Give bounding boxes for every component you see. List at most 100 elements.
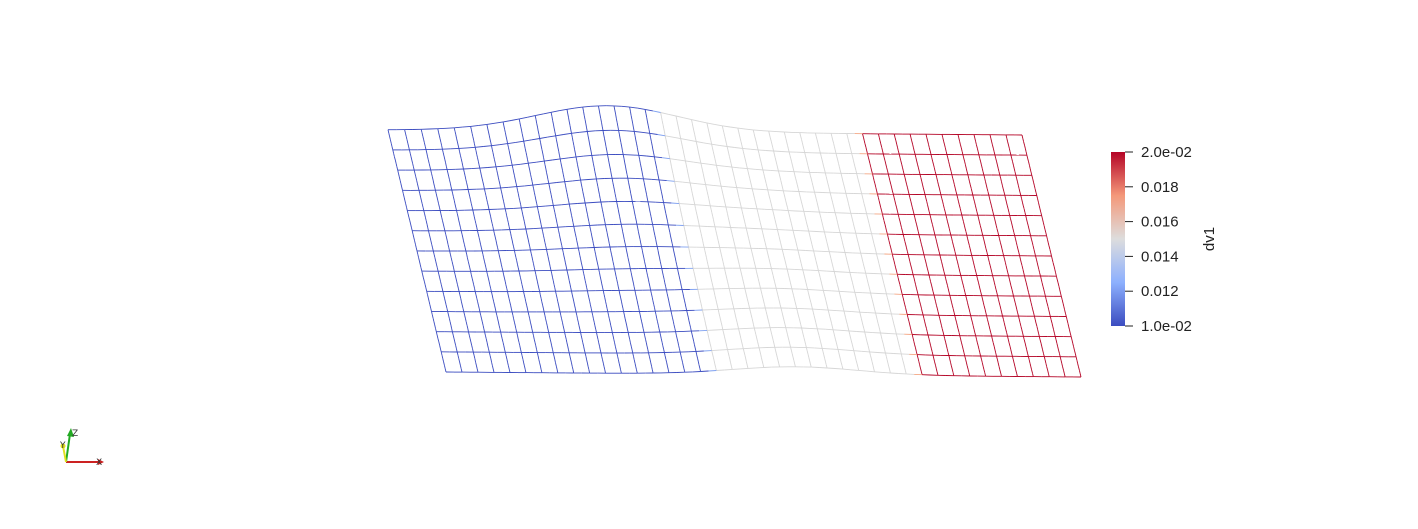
mesh-edge bbox=[543, 238, 546, 243]
mesh-edge bbox=[402, 193, 405, 198]
mesh-edge bbox=[992, 342, 995, 347]
mesh-edge bbox=[834, 149, 837, 154]
mesh-edge bbox=[1065, 316, 1068, 321]
mesh-edge bbox=[664, 209, 667, 214]
mesh-edge bbox=[1033, 249, 1036, 253]
mesh-edge bbox=[772, 209, 774, 214]
mesh-edge bbox=[971, 191, 974, 196]
mesh-edge bbox=[901, 294, 904, 298]
mesh-edge bbox=[555, 362, 557, 367]
mesh-edge bbox=[670, 239, 673, 244]
mesh-edge bbox=[958, 137, 961, 142]
mesh-edge bbox=[887, 173, 890, 178]
mesh-edge bbox=[749, 178, 752, 183]
mesh-edge bbox=[1017, 248, 1020, 253]
mesh-edge bbox=[836, 284, 839, 289]
mesh-edge bbox=[960, 211, 963, 216]
mesh-edge bbox=[975, 335, 977, 340]
mesh-edge bbox=[972, 261, 975, 266]
mesh-edge bbox=[744, 355, 747, 359]
mesh-edge bbox=[829, 254, 832, 259]
mesh-edge bbox=[574, 106, 583, 109]
mesh-edge bbox=[799, 194, 801, 199]
mesh-edge bbox=[539, 217, 541, 222]
mesh-edge bbox=[973, 134, 976, 139]
mesh-edge bbox=[558, 234, 561, 239]
mesh-edge bbox=[1070, 336, 1073, 341]
mesh-edge bbox=[1063, 373, 1066, 378]
mesh-edge bbox=[961, 278, 963, 283]
mesh-edge bbox=[886, 233, 889, 238]
mesh-edge bbox=[563, 177, 566, 182]
mesh-edge bbox=[660, 335, 662, 339]
mesh-edge bbox=[884, 160, 887, 165]
mesh-edge bbox=[1011, 289, 1014, 293]
mesh-edge bbox=[983, 241, 986, 246]
mesh-edge bbox=[843, 310, 846, 315]
mesh-edge bbox=[459, 151, 461, 156]
mesh-edge bbox=[888, 177, 891, 181]
mesh-edge bbox=[630, 345, 633, 350]
mesh-edge bbox=[853, 226, 856, 231]
mesh-edge bbox=[787, 148, 790, 153]
mesh-edge bbox=[558, 304, 560, 309]
mesh-edge bbox=[832, 329, 835, 334]
mesh-edge bbox=[640, 167, 643, 172]
mesh-edge bbox=[840, 329, 849, 332]
mesh-edge bbox=[1035, 259, 1038, 263]
mesh-edge bbox=[612, 182, 615, 187]
mesh-edge bbox=[912, 337, 915, 342]
mesh-edge bbox=[524, 225, 527, 230]
mesh-edge bbox=[1033, 312, 1035, 317]
mesh-edge bbox=[824, 358, 826, 362]
mesh-edge bbox=[756, 208, 765, 210]
mesh-edge bbox=[621, 228, 624, 232]
mesh-edge bbox=[790, 220, 792, 224]
mesh-edge bbox=[468, 335, 471, 339]
mesh-edge bbox=[793, 171, 796, 176]
mesh-edge bbox=[610, 170, 612, 175]
mesh-edge bbox=[646, 194, 648, 199]
mesh-edge bbox=[756, 146, 759, 151]
mesh-edge bbox=[585, 202, 594, 204]
mesh-edge bbox=[491, 365, 494, 370]
mesh-edge bbox=[851, 278, 853, 283]
mesh-edge bbox=[965, 359, 967, 363]
mesh-edge bbox=[990, 332, 993, 337]
mesh-edge bbox=[910, 137, 913, 141]
mesh-edge bbox=[507, 291, 509, 296]
mesh-edge bbox=[884, 352, 887, 357]
mesh-edge bbox=[852, 347, 855, 351]
mesh-edge bbox=[662, 124, 665, 129]
mesh-edge bbox=[755, 268, 757, 272]
mesh-edge bbox=[487, 274, 489, 279]
mesh-edge bbox=[425, 220, 428, 225]
mesh-edge bbox=[552, 352, 555, 357]
mesh-edge bbox=[754, 264, 757, 269]
mesh-edge bbox=[549, 338, 552, 343]
mesh-edge bbox=[1015, 369, 1018, 374]
z-axis-arrowhead bbox=[67, 428, 74, 437]
mesh-edge bbox=[415, 176, 418, 181]
mesh-edge bbox=[637, 231, 640, 236]
mesh-edge bbox=[837, 349, 840, 353]
mesh-edge bbox=[988, 325, 991, 330]
mesh-edge bbox=[534, 195, 537, 200]
mesh-edge bbox=[953, 181, 955, 185]
mesh-edge bbox=[862, 325, 865, 329]
mesh-edge bbox=[776, 291, 779, 296]
mesh-edge bbox=[474, 358, 477, 363]
mesh-edge bbox=[696, 354, 698, 359]
mesh-edge bbox=[597, 186, 600, 191]
mesh-edge bbox=[858, 183, 861, 188]
mesh-edge bbox=[792, 291, 794, 296]
mesh-edge bbox=[532, 185, 535, 189]
mesh-edge bbox=[648, 129, 651, 134]
mesh-edge bbox=[566, 342, 569, 347]
mesh-edge bbox=[1014, 366, 1017, 370]
mesh-edge bbox=[744, 158, 747, 163]
mesh-edge bbox=[854, 229, 857, 234]
mesh-edge bbox=[529, 318, 531, 323]
mesh-edge bbox=[913, 150, 916, 155]
